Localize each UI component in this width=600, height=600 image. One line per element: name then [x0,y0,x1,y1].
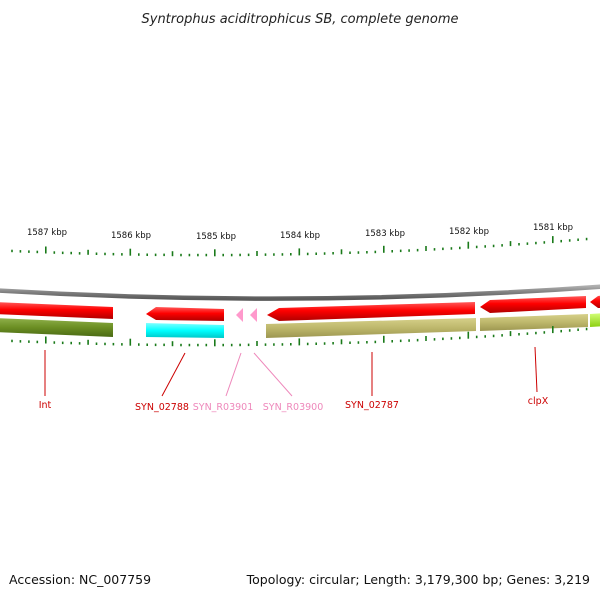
leader-syn-r03901 [225,352,242,397]
gene-arrow-int[interactable] [0,302,113,319]
gene-label-int[interactable]: Int [39,400,52,411]
scale-ticks-top [11,236,588,257]
cog-block-syn-02787 [266,318,476,338]
accession-text: Accession: NC_007759 [9,572,152,587]
gene-arrow-right-edge[interactable] [590,295,600,308]
genome-summary-text: Topology: circular; Length: 3,179,300 bp… [246,572,590,587]
kbp-label-1586: 1586 kbp [111,231,151,241]
gene-label-syn-r03900[interactable]: SYN_R03900 [263,402,324,413]
gene-arrow-syn-02788[interactable] [146,307,224,321]
gene-label-syn-02787[interactable]: SYN_02787 [345,400,399,411]
leader-syn-02788 [161,352,186,397]
cds-ring [0,295,600,322]
cog-block-syn-02788 [146,323,224,338]
gene-label-clpx[interactable]: clpX [528,396,549,407]
kbp-label-1581: 1581 kbp [533,223,573,233]
gene-labels: Int SYN_02788 SYN_R03901 SYN_R03900 SYN_… [39,396,549,413]
genome-backbone [0,284,600,301]
gene-label-syn-02788[interactable]: SYN_02788 [135,402,189,413]
scale-ticks-bottom [11,326,588,347]
gene-arrow-syn-r03901[interactable] [236,308,243,322]
kbp-label-1587: 1587 kbp [27,228,67,238]
label-leaders [44,346,538,397]
cog-ring [0,313,600,338]
gene-arrow-syn-02787[interactable] [267,302,475,321]
cog-block-int [0,318,113,337]
leader-syn-r03900 [253,352,293,397]
kbp-label-1583: 1583 kbp [365,229,405,239]
kbp-label-1582: 1582 kbp [449,227,489,237]
gene-arrow-syn-r03900[interactable] [250,308,257,322]
gene-arrow-clpx[interactable] [480,296,586,313]
cog-block-right-edge [590,313,600,327]
kbp-label-1585: 1585 kbp [196,232,236,242]
leader-clpx [534,346,538,393]
cog-block-clpx [480,314,588,331]
gene-label-syn-r03901[interactable]: SYN_R03901 [193,402,254,413]
map-title: Syntrophus aciditrophicus SB, complete g… [142,12,459,27]
kbp-label-1584: 1584 kbp [280,231,320,241]
kbp-scale: 1587 kbp 1586 kbp 1585 kbp 1584 kbp 1583… [11,223,588,257]
